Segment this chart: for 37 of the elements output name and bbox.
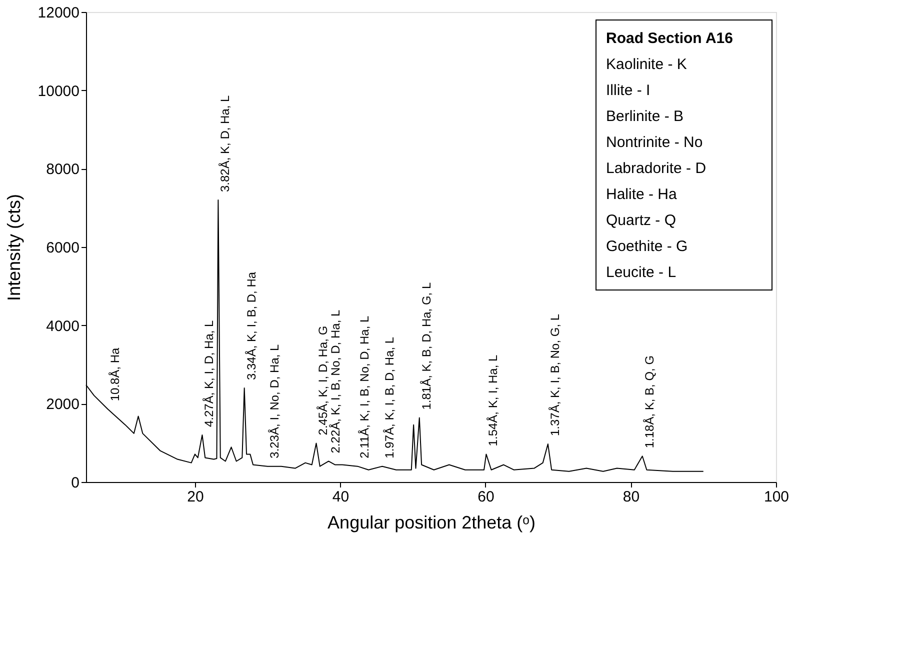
annotation: 1.81Å, K, B, D, Ha, G, L	[419, 282, 434, 410]
annotation: Road Section A16	[606, 30, 733, 47]
annotation: Nontrinite - No	[606, 134, 703, 151]
y-tick-label: 2000	[46, 396, 80, 414]
y-tick-label: 0	[71, 474, 80, 492]
annotation: Quartz - Q	[606, 212, 676, 229]
y-tick-label: 10000	[38, 82, 80, 100]
y-tick-label: 12000	[38, 4, 80, 22]
annotation: Illite - I	[606, 82, 650, 99]
annotation: 10.8Å, Ha	[108, 347, 122, 402]
x-tick-label: 60	[478, 488, 494, 506]
annotation: 1.18Å, K, B, Q, G	[642, 355, 656, 448]
annotation: Berlinite - B	[606, 108, 684, 125]
annotation: 1.54Å, K, I, Ha, L	[486, 354, 500, 446]
x-tick-label: 100	[764, 488, 790, 506]
annotation: 1.97Å, K, I, B, D, Ha, L	[382, 336, 396, 458]
y-tick-label: 6000	[46, 240, 80, 256]
annotation: Kaolinite - K	[606, 56, 687, 73]
annotation: 2.11Å, K, I, B, No, D, Ha, L	[358, 316, 372, 458]
x-tick-label: 40	[332, 488, 350, 506]
y-tick-label: 8000	[46, 161, 80, 178]
annotation: 1.37Å, K, I, B, No, G, L	[548, 314, 562, 436]
y-axis-title: Intensity (cts)	[4, 194, 24, 302]
annotation: Halite - Ha	[606, 186, 678, 203]
annotation: Labradorite - D	[606, 160, 706, 177]
x-tick-label: 80	[622, 488, 640, 506]
annotation: Goethite - G	[606, 238, 688, 255]
annotation: 2.45Å, K, I, D, Ha, G	[316, 326, 330, 436]
annotation: 4.27Å, K, I, D, Ha, L	[202, 320, 216, 427]
annotation: 3.82Å, K, D, Ha, L	[218, 94, 232, 192]
annotation: 2.22Å, K, I, B, No, D, Ha, L	[328, 310, 343, 454]
x-tick-label: 20	[187, 488, 204, 506]
annotation: 3.34Å, K, I, B, D, Ha	[244, 272, 258, 380]
annotation: Leucite - L	[606, 264, 676, 281]
y-tick-label: 4000	[46, 318, 80, 335]
annotation: 3.23Å, I, No, D, Ha, L	[268, 344, 282, 458]
x-axis-title: Angular position 2theta (ᵒ)	[328, 512, 536, 532]
